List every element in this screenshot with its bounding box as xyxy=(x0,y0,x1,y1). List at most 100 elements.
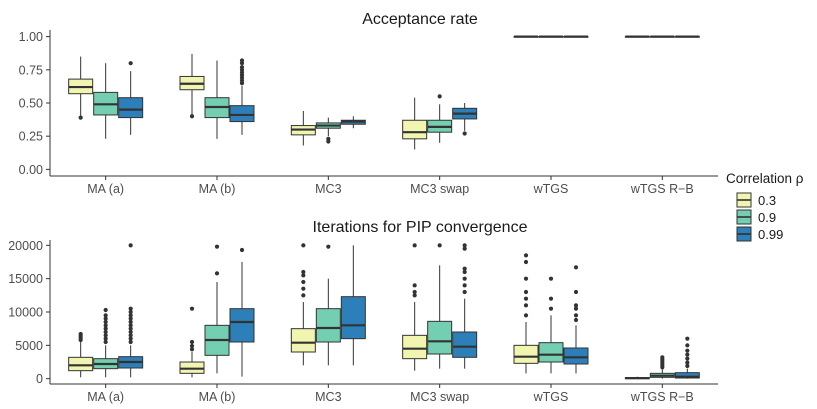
outlier-point xyxy=(462,283,467,288)
outlier-point xyxy=(462,276,467,281)
outlier-point xyxy=(412,283,417,288)
outlier-point xyxy=(462,243,467,248)
box-0.3 xyxy=(68,56,94,120)
outlier-point xyxy=(189,347,195,352)
outlier-point xyxy=(128,61,133,66)
box-0.9 xyxy=(649,355,675,379)
outlier-point xyxy=(685,363,690,369)
outlier-point xyxy=(189,306,195,311)
box-0.3 xyxy=(624,376,650,380)
y-tick-label: 20000 xyxy=(8,239,43,253)
box-iqr xyxy=(452,331,478,358)
box-0.99 xyxy=(452,103,478,136)
outlier-point xyxy=(462,269,467,275)
x-tick-label: MC3 swap xyxy=(410,390,469,404)
y-tick-label: 0.00 xyxy=(19,163,43,177)
y-tick-label: 0 xyxy=(36,372,43,386)
outlier-point xyxy=(239,65,245,70)
outlier-point xyxy=(103,313,108,318)
outlier-point xyxy=(573,313,579,318)
x-tick-label: MA (a) xyxy=(87,182,124,196)
box-0.9 xyxy=(315,117,341,144)
y-tick-label: 0.50 xyxy=(19,97,43,111)
x-tick-label: wTGS xyxy=(533,182,569,196)
outlier-point xyxy=(437,243,442,248)
x-tick-label: MA (b) xyxy=(199,390,236,404)
outlier-point xyxy=(462,289,467,295)
box-0.99 xyxy=(674,336,700,379)
box-iqr xyxy=(538,342,564,363)
box-0.9 xyxy=(427,243,453,369)
outlier-point xyxy=(128,309,133,315)
box-iqr xyxy=(427,320,453,355)
outlier-point xyxy=(128,319,133,325)
x-tick-label: wTGS xyxy=(533,390,569,404)
outlier-point xyxy=(523,276,529,281)
outlier-point xyxy=(103,336,108,341)
y-tick-label: 1.00 xyxy=(19,30,43,44)
box-iqr xyxy=(229,308,255,343)
outlier-point xyxy=(103,319,108,325)
box-0.3 xyxy=(402,97,428,150)
y-tick-label: 0.25 xyxy=(19,130,43,144)
outlier-point xyxy=(128,313,133,318)
outlier-point xyxy=(128,336,133,341)
y-tick-label: 10000 xyxy=(8,306,43,320)
box-0.9 xyxy=(538,35,564,38)
outlier-point xyxy=(128,306,133,311)
x-tick-label: MC3 xyxy=(315,390,341,404)
box-0.3 xyxy=(290,110,316,146)
box-iqr xyxy=(118,97,144,119)
outlier-point xyxy=(685,360,690,365)
outlier-point xyxy=(412,289,417,295)
box-iqr xyxy=(315,308,341,343)
x-tick-label: MA (a) xyxy=(87,390,124,404)
box-0.99 xyxy=(340,245,366,366)
outlier-point xyxy=(239,247,245,253)
outlier-point xyxy=(189,343,195,349)
box-0.3 xyxy=(513,253,539,374)
box-0.99 xyxy=(118,61,144,135)
outlier-point xyxy=(548,306,554,311)
outlier-point xyxy=(301,279,306,285)
box-iqr xyxy=(290,328,316,353)
outlier-point xyxy=(128,339,133,345)
x-tick-label: MA (b) xyxy=(199,182,236,196)
outlier-point xyxy=(412,293,417,298)
box-iqr xyxy=(340,296,366,340)
outlier-point xyxy=(462,246,467,251)
outlier-point xyxy=(523,289,529,295)
outlier-point xyxy=(412,243,417,248)
box-0.9 xyxy=(427,94,453,143)
box-0.9 xyxy=(649,35,675,38)
box-0.3 xyxy=(513,35,539,38)
box-0.3 xyxy=(624,35,650,38)
outlier-point xyxy=(523,253,529,258)
outlier-point xyxy=(128,323,133,328)
box-iqr xyxy=(563,347,589,365)
legend-title: Correlation ρ xyxy=(726,171,804,186)
outlier-point xyxy=(103,326,108,331)
x-tick-label: wTGS R−B xyxy=(630,390,694,404)
outlier-point xyxy=(189,339,195,345)
box-0.9 xyxy=(204,60,230,139)
outlier-point xyxy=(523,313,529,318)
outlier-point xyxy=(301,243,306,248)
panel-title: Acceptance rate xyxy=(362,11,478,28)
outlier-point xyxy=(573,289,579,295)
outlier-point xyxy=(462,266,467,271)
outlier-point xyxy=(301,286,306,291)
outlier-point xyxy=(685,356,690,361)
box-0.9 xyxy=(204,244,230,374)
outlier-point xyxy=(103,323,108,328)
outlier-point xyxy=(128,326,133,331)
box-iqr xyxy=(674,372,700,379)
outlier-point xyxy=(301,293,306,298)
box-0.99 xyxy=(118,243,144,378)
outlier-point xyxy=(301,269,306,275)
outlier-point xyxy=(523,303,529,308)
outlier-point xyxy=(189,114,195,119)
outlier-point xyxy=(103,329,108,335)
box-iqr xyxy=(402,334,428,360)
outlier-point xyxy=(128,333,133,338)
